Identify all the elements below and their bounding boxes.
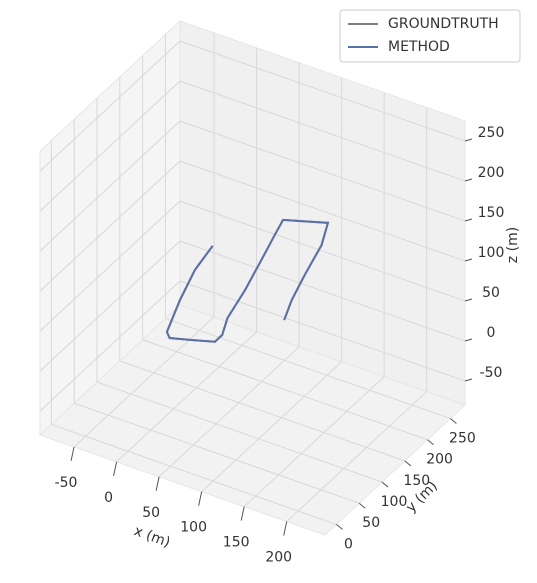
z-tick-label: -50: [480, 365, 503, 381]
y-tick-label: 200: [426, 452, 453, 468]
x-tick: [113, 461, 118, 476]
pane-back: [179, 20, 466, 406]
y-tick: [427, 439, 434, 446]
z-tick-label: 200: [478, 165, 505, 181]
y-tick: [381, 481, 389, 488]
x-tick-label: 50: [142, 505, 160, 521]
z-tick-label: 250: [478, 125, 505, 141]
z-tick: [464, 218, 473, 222]
grid-line: [179, 280, 466, 382]
z-tick: [464, 338, 473, 342]
y-tick-label: 150: [403, 473, 430, 489]
grid-line: [119, 360, 405, 462]
trajectory: [165, 218, 330, 343]
legend: GROUNDTRUTH METHOD: [339, 9, 521, 63]
y-tick-label: 250: [449, 431, 476, 447]
x-axis-label: x (m): [132, 523, 173, 551]
x-tick-label: -50: [55, 475, 78, 491]
x-tick-label: 100: [180, 520, 207, 536]
grid-line: [179, 200, 466, 302]
y-tick-label: 100: [381, 494, 408, 510]
x-tick-label: 0: [104, 490, 113, 506]
z-tick-label: 150: [478, 205, 505, 221]
y-tick: [358, 502, 366, 509]
grid-line: [201, 361, 342, 493]
grid-line: [179, 40, 466, 142]
grid-line: [39, 160, 181, 292]
grid-line: [39, 200, 181, 332]
grid-line: [179, 160, 466, 262]
legend-label: METHOD: [388, 39, 450, 55]
grid-line: [165, 318, 451, 420]
grid-line: [179, 120, 466, 222]
z-axis-label: z (m): [505, 227, 521, 263]
x-tick: [283, 521, 288, 536]
grid-line: [179, 80, 466, 182]
z-tick: [464, 178, 473, 182]
x-tick: [70, 446, 75, 462]
x-tick: [198, 491, 203, 506]
grid-line: [39, 240, 181, 372]
grid-line: [142, 339, 428, 441]
grid-line: [286, 391, 428, 522]
z-tick: [464, 378, 473, 382]
grid-line: [39, 40, 181, 172]
grid-line: [73, 316, 215, 448]
z-tick-label: 100: [478, 245, 505, 261]
z-tick: [464, 298, 473, 302]
x-tick-label: 200: [265, 550, 292, 566]
grid-line: [116, 331, 257, 463]
x-tick-label: 150: [223, 535, 250, 551]
z-tick-label: 50: [482, 285, 500, 301]
grid-line: [243, 376, 385, 508]
z-tick: [464, 138, 473, 142]
grid-line: [39, 80, 181, 212]
grid-line: [74, 402, 360, 504]
x-tick: [240, 506, 245, 521]
grid-line: [51, 423, 337, 525]
y-tick: [404, 460, 412, 467]
grid-line: [39, 280, 181, 412]
x-tick: [155, 476, 160, 491]
legend-label: GROUNDTRUTH: [388, 16, 499, 32]
y-tick-label: 50: [362, 515, 380, 531]
y-tick: [450, 418, 457, 424]
z-tick-label: 0: [487, 325, 496, 341]
y-tick: [336, 524, 343, 530]
grid-line: [39, 120, 181, 252]
y-tick-label: 0: [344, 536, 353, 552]
grid-line: [158, 346, 300, 478]
legend-box: [339, 9, 521, 63]
z-tick: [464, 258, 473, 262]
grid-line: [96, 381, 383, 483]
grid-line: [179, 240, 466, 342]
